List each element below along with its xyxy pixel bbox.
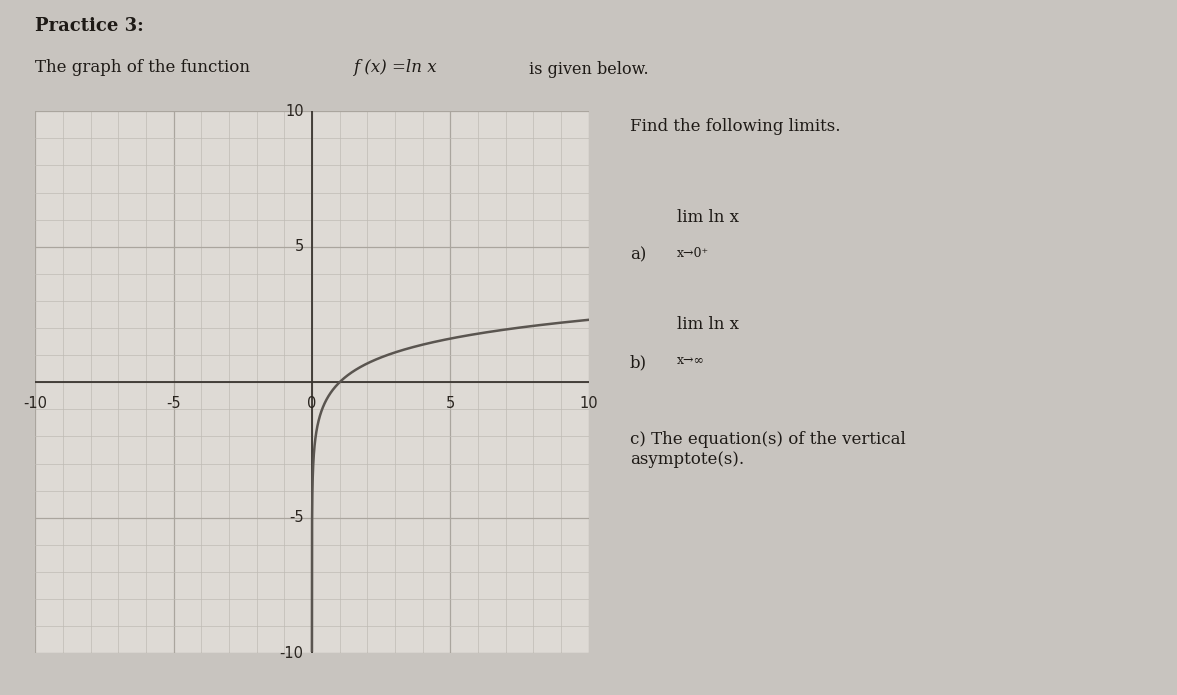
Text: b): b)	[630, 354, 647, 371]
Text: -5: -5	[166, 396, 181, 411]
Text: 10: 10	[285, 104, 304, 119]
Text: is given below.: is given below.	[524, 61, 649, 78]
Text: x→∞: x→∞	[677, 354, 705, 368]
Text: c) The equation(s) of the vertical
asymptote(s).: c) The equation(s) of the vertical asymp…	[630, 431, 905, 468]
Text: a): a)	[630, 247, 646, 263]
Text: The graph of the function: The graph of the function	[35, 59, 255, 76]
Text: Find the following limits.: Find the following limits.	[630, 118, 840, 135]
Text: Practice 3:: Practice 3:	[35, 17, 144, 35]
Text: lim ln x: lim ln x	[677, 316, 739, 333]
Text: -10: -10	[24, 396, 47, 411]
Text: 5: 5	[446, 396, 454, 411]
Text: lim ln x: lim ln x	[677, 208, 739, 225]
Text: 10: 10	[579, 396, 598, 411]
Text: 5: 5	[294, 239, 304, 254]
Text: -10: -10	[280, 646, 304, 661]
Text: 0: 0	[307, 396, 317, 411]
Text: -5: -5	[290, 510, 304, 525]
Text: x→0⁺: x→0⁺	[677, 247, 709, 260]
Text: f (x) =ln x: f (x) =ln x	[353, 59, 437, 76]
